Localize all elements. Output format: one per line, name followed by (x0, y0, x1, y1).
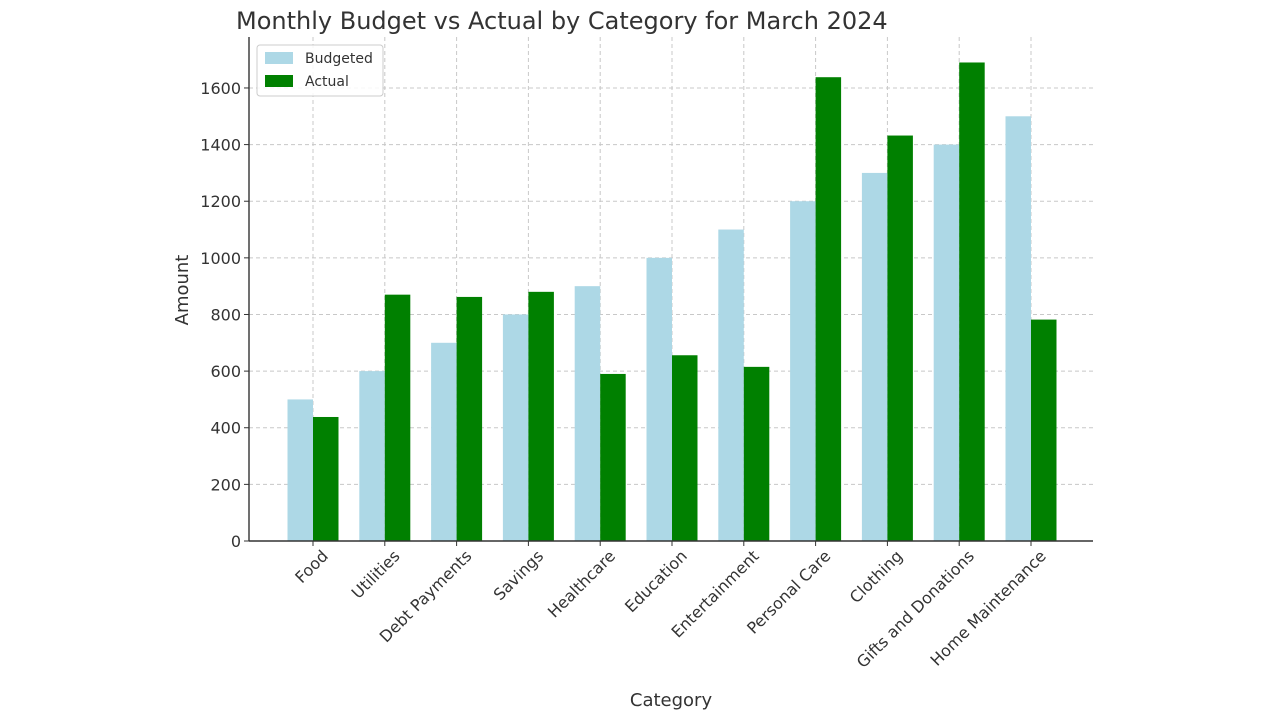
bar-actual-food (313, 416, 339, 541)
bar-actual-savings (528, 291, 554, 541)
chart-title: Monthly Budget vs Actual by Category for… (236, 7, 888, 35)
y-tick-label: 400 (210, 419, 241, 438)
y-tick-label: 800 (210, 305, 241, 324)
bar-budgeted-healthcare (574, 286, 601, 541)
axes (248, 37, 1093, 542)
y-tick-label: 1200 (200, 192, 241, 211)
legend-swatch-budgeted (265, 52, 293, 64)
x-tick-label-gifts-and-donations: Gifts and Donations (853, 546, 978, 671)
bar-budgeted-food (287, 399, 313, 541)
y-tick-label: 200 (210, 475, 241, 494)
x-tick-label-healthcare: Healthcare (544, 546, 619, 621)
bar-actual-home-maintenance (1031, 319, 1057, 541)
bar-budgeted-personal-care (790, 201, 816, 541)
legend-label-actual: Actual (305, 74, 349, 90)
y-tick-label: 0 (231, 532, 241, 551)
legend-swatch-actual (265, 75, 293, 87)
legend-label-budgeted: Budgeted (305, 51, 373, 67)
bar-budgeted-education (646, 257, 672, 541)
y-tick-label: 1600 (200, 79, 241, 98)
x-tick-label-food: Food (291, 546, 332, 587)
y-tick-label: 600 (210, 362, 241, 381)
x-tick-label-education: Education (621, 546, 691, 616)
x-tick-label-clothing: Clothing (846, 546, 907, 607)
y-axis-label: Amount (172, 255, 193, 326)
bar-actual-personal-care (815, 77, 842, 542)
bar-actual-healthcare (600, 373, 626, 541)
y-tick-labels: 0 200 400 600 800 1000 1200 1400 1600 (200, 79, 249, 551)
x-axis-label: Category (630, 690, 713, 711)
y-tick-label: 1400 (200, 136, 241, 155)
bar-budgeted-clothing (861, 172, 888, 542)
bar-actual-education (672, 355, 698, 541)
bar-budgeted-utilities (359, 371, 385, 541)
bar-actual-gifts-and-donations (959, 62, 985, 541)
bar-budgeted-debt-payments (431, 342, 457, 541)
bar-actual-debt-payments (456, 296, 483, 541)
bars (287, 62, 1057, 542)
legend: Budgeted Actual (256, 44, 384, 97)
bar-budgeted-gifts-and-donations (933, 144, 960, 541)
bar-budgeted-home-maintenance (1005, 116, 1031, 542)
y-tick-label: 1000 (200, 249, 241, 268)
bar-actual-clothing (887, 135, 913, 541)
bar-actual-entertainment (743, 366, 770, 541)
bar-budgeted-savings (502, 314, 529, 541)
bar-budgeted-entertainment (718, 229, 744, 542)
x-tick-label-savings: Savings (490, 546, 548, 604)
x-tick-label-utilities: Utilities (348, 546, 404, 602)
bar-actual-utilities (384, 294, 411, 541)
